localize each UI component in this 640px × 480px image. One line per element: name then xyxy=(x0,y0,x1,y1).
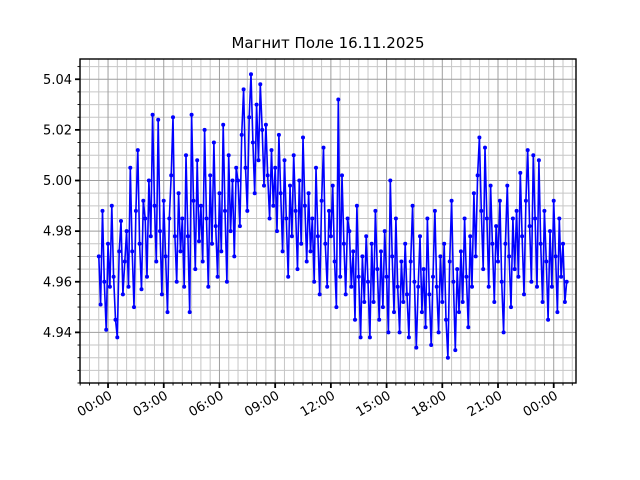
svg-text:00:00: 00:00 xyxy=(75,388,115,420)
svg-text:4.98: 4.98 xyxy=(43,225,72,240)
stats-row: Last 4.96 Mean(10) 4.97 Max 5.042 Min 4.… xyxy=(0,420,640,480)
svg-text:00:00: 00:00 xyxy=(521,388,561,420)
tick-marks xyxy=(75,66,573,388)
svg-text:21:00: 21:00 xyxy=(465,388,505,420)
svg-text:5.00: 5.00 xyxy=(43,174,72,189)
svg-text:03:00: 03:00 xyxy=(131,388,171,420)
svg-text:18:00: 18:00 xyxy=(409,388,449,420)
chart-title: Магнит Поле 16.11.2025 xyxy=(231,34,424,52)
svg-text:4.94: 4.94 xyxy=(43,326,72,341)
svg-text:4.96: 4.96 xyxy=(43,275,72,290)
svg-text:5.02: 5.02 xyxy=(43,123,72,138)
svg-text:5.04: 5.04 xyxy=(43,73,72,88)
svg-text:06:00: 06:00 xyxy=(187,388,227,420)
svg-text:09:00: 09:00 xyxy=(242,388,282,420)
series-markers xyxy=(96,72,569,360)
svg-text:12:00: 12:00 xyxy=(298,388,338,420)
axes-frame xyxy=(79,58,577,384)
x-tick-labels: 00:00 03:00 06:00 09:00 12:00 15:00 18:00 21:00… xyxy=(75,388,561,420)
svg-text:15:00: 15:00 xyxy=(354,388,394,420)
y-tick-labels: 4.94 4.96 4.98 5.00 5.02 5.04 xyxy=(43,73,72,341)
